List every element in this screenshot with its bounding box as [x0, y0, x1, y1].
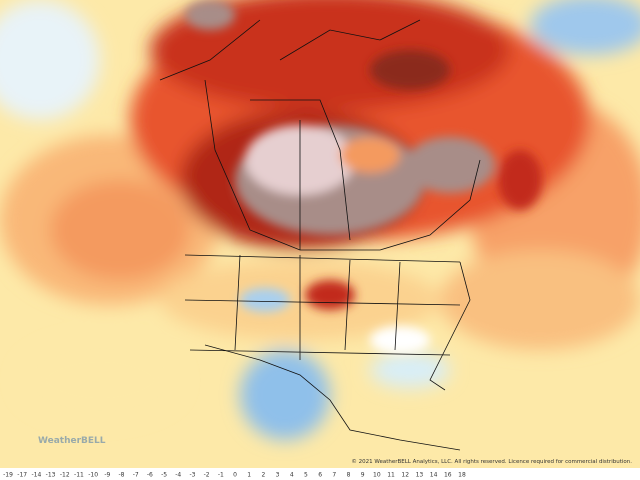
colorbar-label: 3	[276, 472, 280, 479]
colorbar-label: -6	[147, 472, 153, 479]
colorbar-label: 13	[416, 472, 424, 479]
colorbar-label: -8	[119, 472, 125, 479]
logo: WeatherBELL	[38, 436, 106, 446]
colorbar-label: 8	[347, 472, 351, 479]
colorbar-label: 4	[290, 472, 294, 479]
colorbar-label: -19	[3, 472, 13, 479]
colorbar-label: -7	[133, 472, 139, 479]
colorbar-label: -9	[104, 472, 110, 479]
colorbar-label: 2	[261, 472, 265, 479]
colorbar-label: -2	[204, 472, 210, 479]
colorbar-label: -4	[175, 472, 181, 479]
colorbar-label: -14	[31, 472, 41, 479]
colorbar-label: 11	[387, 472, 395, 479]
colorbar-label: 16	[444, 472, 452, 479]
colorbar-label: 1	[247, 472, 251, 479]
colorbar: -19 -17 -14 -13 -12 -11 -10 -9 -8 -7 -6 -5 -4 -3 -2 -1 0…	[3, 472, 466, 479]
colorbar-label: -11	[74, 472, 84, 479]
anomaly-map: WeatherBELL © 2021 WeatherBELL Analytics…	[0, 0, 640, 468]
colorbar-label: -10	[88, 472, 98, 479]
colorbar-label: 0	[233, 472, 237, 479]
colorbar-label: 7	[332, 472, 336, 479]
map-borders	[159, 19, 481, 451]
colorbar-label: 9	[361, 472, 365, 479]
colorbar-label: 12	[401, 472, 409, 479]
colorbar-label: -3	[189, 472, 195, 479]
colorbar-label: 6	[318, 472, 322, 479]
colorbar-label: 14	[430, 472, 438, 479]
colorbar-label: -12	[60, 472, 70, 479]
colorbar-label: -5	[161, 472, 167, 479]
copyright: © 2021 WeatherBELL Analytics, LLC. All r…	[351, 458, 632, 465]
colorbar-label: 10	[373, 472, 381, 479]
colorbar-label: -1	[218, 472, 224, 479]
colorbar-label: -13	[46, 472, 56, 479]
colorbar-label: -17	[17, 472, 27, 479]
colorbar-label: 18	[458, 472, 466, 479]
colorbar-label: 5	[304, 472, 308, 479]
